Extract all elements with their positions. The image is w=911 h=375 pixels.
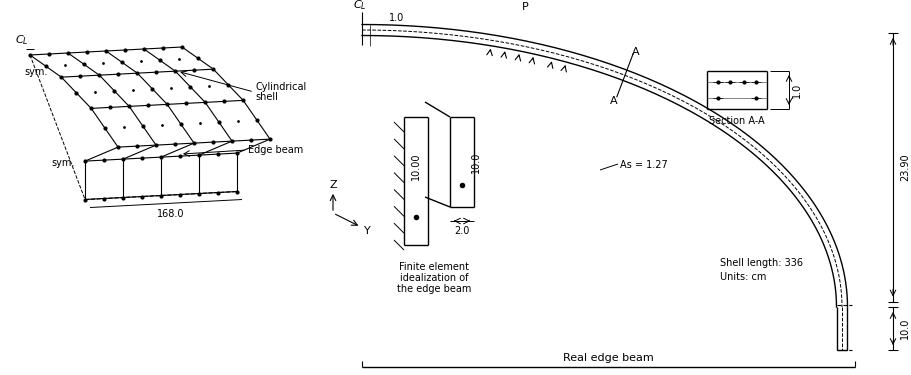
Text: Shell length: 336: Shell length: 336 xyxy=(720,258,803,268)
Text: Y: Y xyxy=(363,226,371,236)
Text: 1.0: 1.0 xyxy=(389,13,404,23)
Text: Finite element: Finite element xyxy=(399,262,469,272)
Text: Cylindrical: Cylindrical xyxy=(255,82,306,92)
Text: 1.0: 1.0 xyxy=(792,82,802,98)
Text: 10.00: 10.00 xyxy=(411,152,421,180)
Text: shell: shell xyxy=(255,92,278,102)
Text: the edge beam: the edge beam xyxy=(397,284,471,294)
Text: 23.90: 23.90 xyxy=(900,153,910,181)
Text: Edge beam: Edge beam xyxy=(248,145,303,155)
Text: As = 1.27: As = 1.27 xyxy=(620,160,668,170)
Text: Z: Z xyxy=(329,180,337,190)
Text: 2.0: 2.0 xyxy=(455,226,470,236)
Text: Section A-A: Section A-A xyxy=(709,116,765,126)
Text: 168.0: 168.0 xyxy=(158,209,185,219)
Text: 10.0: 10.0 xyxy=(900,318,910,339)
Text: A: A xyxy=(610,96,618,106)
Text: $C_L$: $C_L$ xyxy=(353,0,367,12)
Text: sym.: sym. xyxy=(25,67,48,77)
Text: A: A xyxy=(632,47,640,57)
Text: $C_L$: $C_L$ xyxy=(15,33,29,47)
Text: idealization of: idealization of xyxy=(400,273,468,283)
Text: sym.: sym. xyxy=(51,158,75,168)
Text: Units: cm: Units: cm xyxy=(720,272,766,282)
Text: Real edge beam: Real edge beam xyxy=(563,353,653,363)
Text: P: P xyxy=(522,2,528,12)
Text: 10.0: 10.0 xyxy=(471,151,481,172)
